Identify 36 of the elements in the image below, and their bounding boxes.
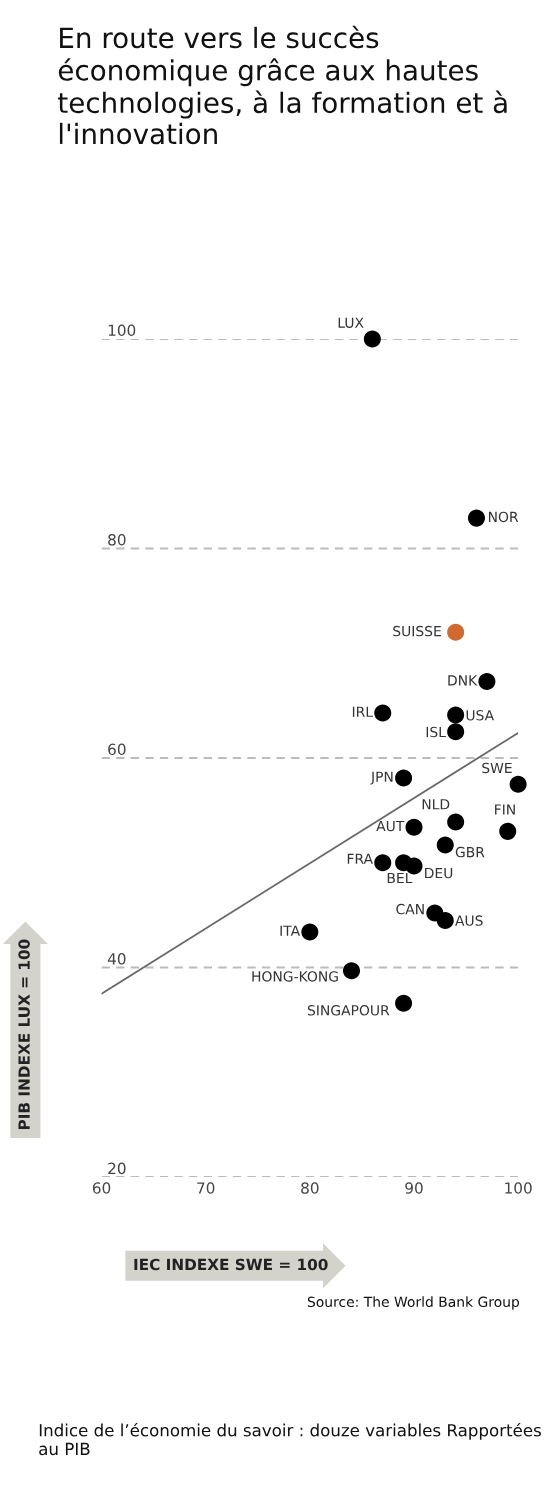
y-tick-label: 100 <box>108 324 136 337</box>
annotation: FIN <box>495 804 515 815</box>
x-tick-label: 80 <box>301 1182 319 1194</box>
y-tick-label: 80 <box>108 533 126 546</box>
annotation: DEU <box>425 867 453 879</box>
annotation: BEL <box>387 872 413 884</box>
annotation: AUS <box>455 915 483 926</box>
annotation: SUISSE <box>393 625 441 637</box>
annotation: ISL <box>426 726 446 738</box>
annotation: SWE <box>482 762 512 774</box>
annotation: LUX <box>338 317 364 328</box>
text: Indice de l’économie du savoir : douze variables Rapportées au PIB <box>39 1422 541 1456</box>
x-tick-label: 90 <box>405 1182 423 1194</box>
x-tick-label: 100 <box>505 1182 532 1194</box>
annotation: GBR <box>455 846 485 858</box>
annotation: CAN <box>396 903 424 915</box>
x-tick-label: 70 <box>197 1182 215 1194</box>
annotation: JPN <box>370 771 393 785</box>
annotation: FRA <box>347 853 373 864</box>
y-tick-label: 20 <box>108 1162 126 1175</box>
source-note: Source: The World Bank Group <box>307 1296 520 1310</box>
annotation: ITA <box>280 925 301 936</box>
annotation: IRL <box>352 706 373 717</box>
annotation: USA <box>466 710 495 721</box>
y-axis-title: PIB INDEXE LUX = 100 <box>18 939 30 1130</box>
annotation: SINGAPOUR <box>307 1005 390 1016</box>
annotation: NOR <box>488 511 519 523</box>
x-axis-title: IEC INDEXE SWE = 100 <box>134 1258 328 1271</box>
annotation: DNK <box>448 675 478 686</box>
annotation: AUT <box>376 820 405 832</box>
annotation: NLD <box>422 799 450 810</box>
x-tick-label: 60 <box>92 1182 111 1194</box>
y-tick-label: 60 <box>108 743 126 756</box>
chart-title: En route vers le succès économique grâce aux hautes technologies, à la formation et à l'innovation <box>58 25 507 145</box>
y-tick-label: 40 <box>107 953 126 965</box>
annotation: HONG-KONG <box>252 971 338 982</box>
